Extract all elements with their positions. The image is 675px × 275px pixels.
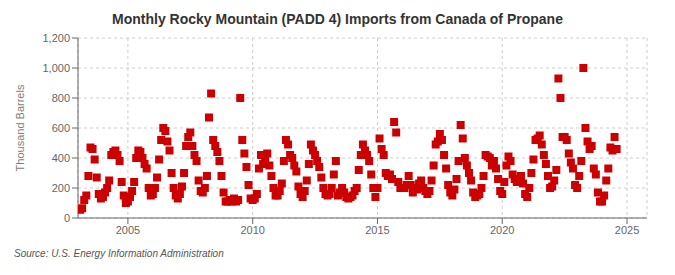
svg-text:2010: 2010 xyxy=(240,224,264,236)
svg-text:2015: 2015 xyxy=(365,224,389,236)
svg-text:2005: 2005 xyxy=(116,224,140,236)
svg-text:600: 600 xyxy=(52,122,70,134)
svg-text:2025: 2025 xyxy=(615,224,639,236)
svg-text:200: 200 xyxy=(52,182,70,194)
svg-text:0: 0 xyxy=(64,212,70,224)
svg-text:400: 400 xyxy=(52,152,70,164)
svg-text:1,200: 1,200 xyxy=(42,32,70,44)
svg-text:Thousand Barrels: Thousand Barrels xyxy=(14,84,26,171)
html-text:Monthly Rocky Mountain (PADD 4: Monthly Rocky Mountain (PADD 4) Imports … xyxy=(112,11,563,27)
svg-text:800: 800 xyxy=(52,92,70,104)
svg-text:2020: 2020 xyxy=(490,224,514,236)
svg-text:1,000: 1,000 xyxy=(42,62,70,74)
html-text:Source: U.S. Energy Informatio: Source: U.S. Energy Information Administ… xyxy=(14,248,224,259)
